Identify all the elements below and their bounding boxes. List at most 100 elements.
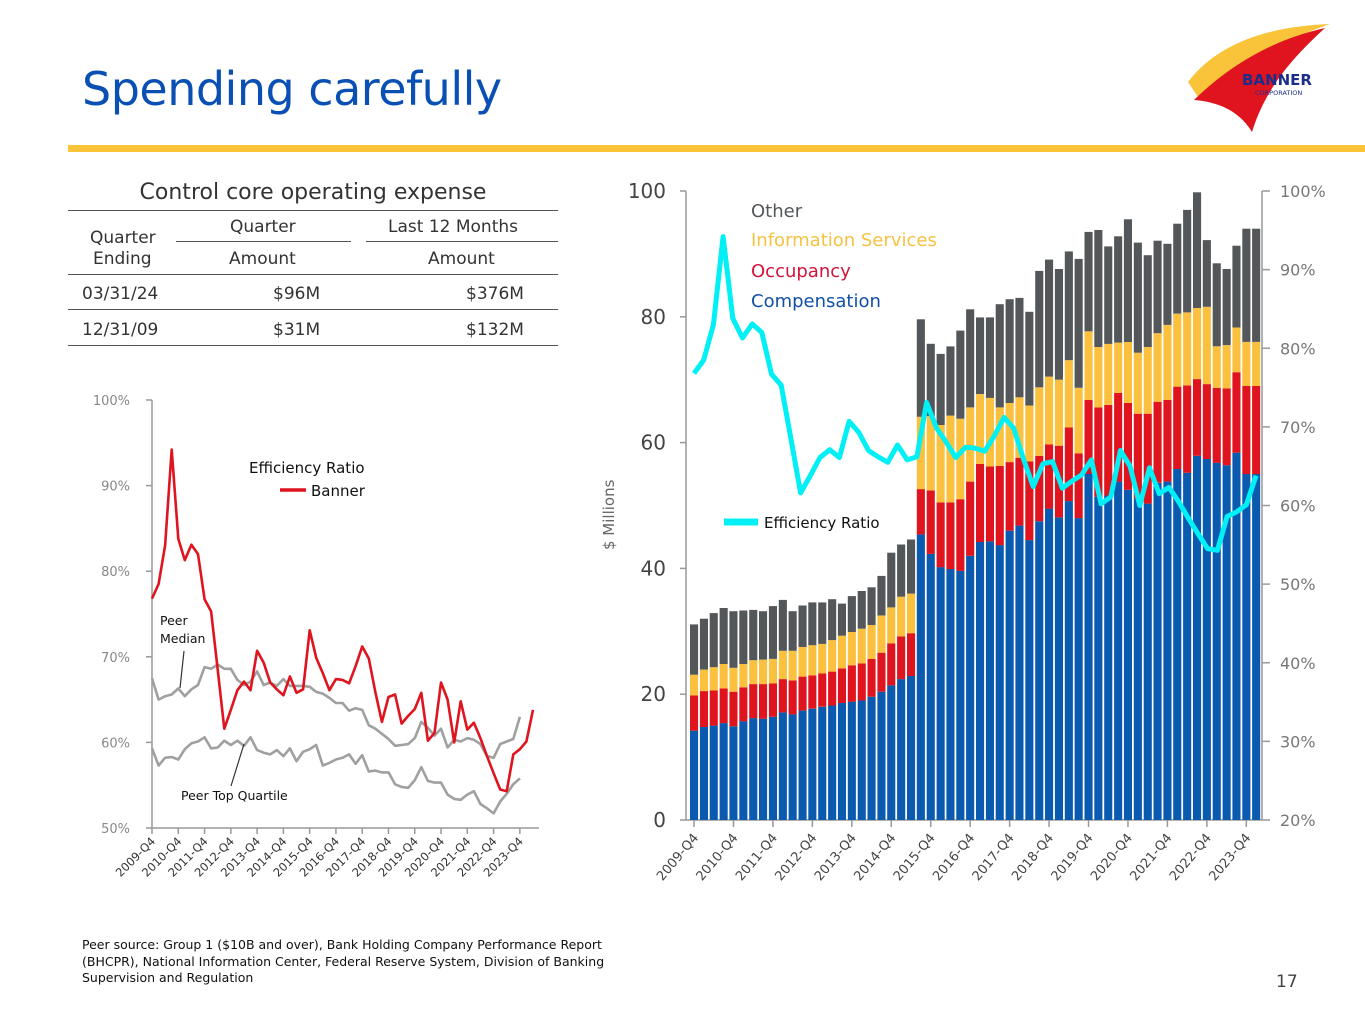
rc-y-tick-label: 80 [641, 305, 666, 329]
bar-segment-other [1054, 269, 1063, 380]
bar-segment-other [837, 603, 846, 636]
bar-segment-occupancy [1035, 455, 1044, 522]
bar-segment-compensation [926, 553, 935, 820]
row-2-ltm-amount: $132M [466, 320, 524, 340]
bar-segment-compensation [699, 726, 708, 820]
bar-segment-other [818, 602, 827, 644]
bar-segment-other [739, 610, 748, 664]
bar-segment-information-services [1045, 376, 1054, 445]
rc-y2-tick-label: 100% [1280, 182, 1326, 201]
bar-segment-information-services [1163, 325, 1172, 400]
bar-segment-occupancy [1084, 399, 1093, 474]
bar-segment-information-services [778, 650, 787, 680]
bar-segment-information-services [1064, 360, 1073, 428]
logo-sub: CORPORATION [1255, 89, 1302, 97]
row-1-rule [68, 309, 558, 310]
bar-segment-compensation [837, 703, 846, 820]
bar-segment-information-services [759, 659, 768, 685]
bar-segment-compensation [1114, 481, 1123, 820]
header-quarter: Quarter [230, 217, 296, 237]
gold-divider [68, 145, 1365, 152]
bar-segment-occupancy [778, 679, 787, 713]
bar-segment-occupancy [1074, 453, 1083, 519]
bar-segment-information-services [690, 674, 699, 696]
bar-segment-other [1163, 243, 1172, 325]
bar-segment-occupancy [1005, 462, 1014, 531]
bar-segment-compensation [1212, 462, 1221, 820]
bar-segment-information-services [877, 615, 886, 653]
lc-y-tick-label: 70% [101, 651, 130, 666]
bar-segment-occupancy [1133, 413, 1142, 499]
bar-segment-occupancy [897, 636, 906, 680]
bar-segment-information-services [887, 607, 896, 644]
rc-legend-info: Information Services [751, 230, 937, 251]
bar-segment-occupancy [847, 665, 856, 702]
bar-segment-occupancy [1143, 413, 1152, 504]
rc-line-efficiency-ratio [691, 234, 1259, 553]
bar-segment-information-services [985, 397, 994, 467]
bar-segment-other [749, 609, 758, 661]
bar-segment-compensation [966, 555, 975, 820]
rc-y2-tick-label: 60% [1280, 497, 1316, 516]
bar-segment-compensation [985, 541, 994, 820]
bar-segment-compensation [857, 700, 866, 820]
bar-segment-information-services [1074, 387, 1083, 454]
bar-segment-information-services [768, 659, 777, 684]
bar-segment-information-services [867, 625, 876, 659]
bar-segment-occupancy [828, 671, 837, 706]
bar-segment-compensation [778, 712, 787, 820]
rc-y-tick-label: 0 [653, 808, 666, 832]
bar-segment-other [1193, 192, 1202, 308]
bar-segment-information-services [916, 416, 925, 490]
bar-segment-occupancy [1015, 457, 1024, 526]
bar-segment-other [1133, 242, 1142, 353]
bar-segment-compensation [1123, 489, 1132, 820]
bar-segment-compensation [1035, 521, 1044, 820]
header-quarter-rule [176, 241, 351, 242]
bar-segment-other [759, 611, 768, 660]
bar-segment-compensation [1084, 474, 1093, 820]
bar-segment-information-services [1173, 313, 1182, 387]
bar-segment-compensation [897, 679, 906, 820]
bar-segment-compensation [1193, 455, 1202, 820]
bar-segment-information-services [818, 643, 827, 674]
lc-line-peer-top-quartile [150, 735, 521, 815]
bar-segment-information-services [857, 628, 866, 664]
lc-annotation-peer-top-quartile: Peer Top Quartile [181, 788, 288, 803]
bar-segment-information-services [699, 669, 708, 692]
header-ltm-amount: Amount [428, 249, 495, 269]
bar-segment-information-services [1153, 333, 1162, 402]
bar-segment-occupancy [1242, 386, 1251, 475]
bar-segment-information-services [1212, 346, 1221, 388]
bar-segment-occupancy [1183, 385, 1192, 473]
header-ltm-rule [366, 241, 558, 242]
bar-segment-compensation [1242, 474, 1251, 820]
bar-segment-other [1222, 269, 1231, 346]
bar-segment-compensation [1104, 495, 1113, 820]
bar-segment-information-services [1193, 308, 1202, 380]
header-bottom-rule [68, 274, 558, 275]
bar-segment-compensation [1163, 481, 1172, 820]
bar-segment-occupancy [1045, 444, 1054, 509]
bar-segment-compensation [976, 542, 985, 820]
rc-y2-tick-label: 80% [1280, 339, 1316, 358]
lc-peer-top-quartile-callout [230, 743, 245, 787]
bar-segment-compensation [1015, 525, 1024, 820]
bar-segment-information-services [1202, 306, 1211, 385]
bar-segment-other [985, 317, 994, 398]
rc-y-tick-label: 40 [641, 556, 666, 580]
logo-name: BANNER [1242, 71, 1312, 89]
bar-segment-other [1242, 228, 1251, 342]
rc-legend-efficiency: Efficiency Ratio [764, 514, 880, 532]
bar-segment-compensation [1173, 469, 1182, 820]
row-2-quarter-amount: $31M [273, 320, 321, 340]
bar-segment-compensation [956, 570, 965, 820]
bar-segment-other [897, 544, 906, 597]
bar-segment-occupancy [995, 465, 1004, 546]
bar-segment-information-services [1035, 387, 1044, 456]
bar-segment-occupancy [867, 659, 876, 697]
bar-segment-other [699, 618, 708, 670]
bar-segment-compensation [1202, 459, 1211, 820]
bar-segment-other [995, 304, 1004, 408]
